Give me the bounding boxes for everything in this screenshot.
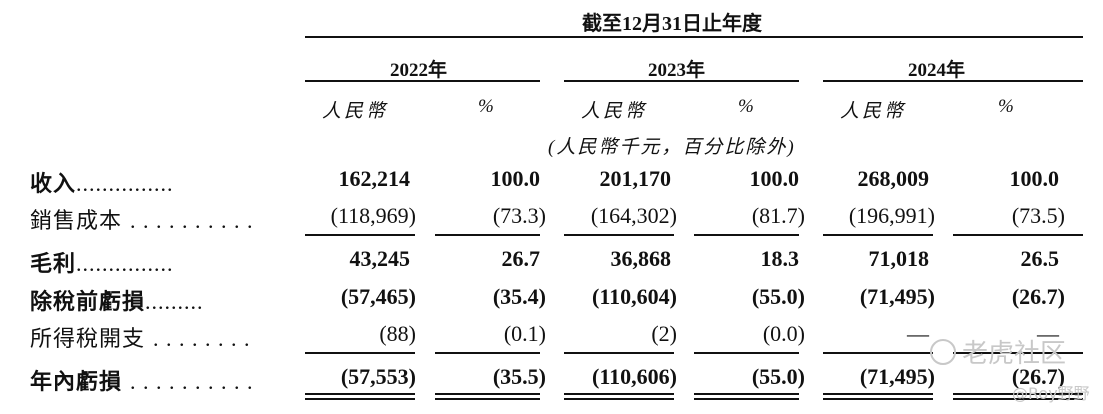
tax-2024-percent: — (1037, 321, 1059, 346)
loss-before-tax-2023-amount: (110,604) (592, 284, 677, 309)
leader-dots: . . . . . . . . . . (130, 208, 254, 233)
unit-note: (人民幣千元，百分比除外) (548, 137, 796, 158)
header-rule (305, 36, 1083, 38)
leader-dots: ............... (76, 251, 174, 276)
subtotal-rule (823, 352, 933, 354)
loss-before-tax-2023-percent: (55.0) (751, 284, 805, 309)
year-2023-rule (564, 80, 799, 82)
revenue-2024-percent: 100.0 (1009, 166, 1060, 191)
total-double-rule (823, 398, 933, 400)
loss-before-tax-2024-percent: (26.7) (1011, 284, 1065, 309)
leader-dots: . . . . . . . . . . (130, 369, 254, 394)
watermark-handle: @Roy野野 (1012, 384, 1090, 403)
revenue-2024-amount: 268,009 (857, 166, 930, 191)
row-label-income-tax: 所得稅開支 . . . . . . . . (30, 321, 251, 353)
tax-2022-amount: (88) (379, 321, 416, 346)
gross-profit-2022-amount: 43,245 (349, 246, 411, 271)
tax-2023-amount: (2) (651, 321, 677, 346)
row-label-text: 銷售成本 (30, 208, 123, 233)
revenue-2023-percent: 100.0 (749, 166, 800, 191)
watermark-logo-icon (930, 339, 956, 365)
row-label-text: 所得稅開支 (30, 326, 146, 351)
row-label-revenue: 收入............... (30, 166, 174, 198)
year-2023-header: 2023年 (648, 60, 706, 81)
tax-2022-percent: (0.1) (503, 321, 546, 346)
cost-2022-percent: (73.3) (492, 203, 546, 228)
currency-label-2023: 人民幣 (581, 101, 648, 122)
loss-before-tax-2024-amount: (71,495) (859, 284, 935, 309)
year-2024-rule (823, 80, 1083, 82)
row-label-text: 收入 (30, 171, 77, 196)
subtotal-rule (694, 234, 799, 236)
loss-before-tax-2022-percent: (35.4) (492, 284, 546, 309)
period-header: 截至12月31日止年度 (582, 13, 762, 35)
gross-profit-2024-percent: 26.5 (1020, 246, 1060, 271)
tax-2024-amount: — (907, 321, 929, 346)
subtotal-rule (305, 234, 415, 236)
tax-2023-percent: (0.0) (762, 321, 805, 346)
loss-for-year-2024-amount: (71,495) (859, 364, 935, 389)
loss-for-year-2024-percent: (26.7) (1011, 364, 1065, 389)
gross-profit-2022-percent: 26.7 (501, 246, 541, 271)
watermark-text: 老虎社区 (962, 339, 1067, 369)
total-double-rule (953, 393, 1083, 395)
row-label-text: 毛利 (30, 251, 77, 276)
loss-for-year-2022-percent: (35.5) (492, 364, 546, 389)
currency-label-2022: 人民幣 (322, 101, 389, 122)
row-label-loss-before-tax: 除稅前虧損......... (30, 284, 204, 316)
subtotal-rule (305, 352, 415, 354)
total-double-rule (953, 398, 1083, 400)
subtotal-rule (953, 352, 1083, 354)
watermark: 老虎社区 (930, 333, 1066, 370)
percent-label-2024: % (998, 96, 1017, 117)
year-2024-header: 2024年 (908, 60, 966, 81)
leader-dots: ............... (76, 171, 174, 196)
currency-label-2024: 人民幣 (840, 101, 907, 122)
percent-label-2022: % (478, 96, 497, 117)
total-double-rule (694, 398, 799, 400)
row-label-text: 年內虧損 (30, 369, 123, 394)
loss-for-year-2023-amount: (110,606) (592, 364, 677, 389)
subtotal-rule (435, 352, 540, 354)
total-double-rule (823, 393, 933, 395)
subtotal-rule (435, 234, 540, 236)
total-double-rule (564, 393, 674, 395)
year-2022-rule (305, 80, 540, 82)
cost-2023-amount: (164,302) (590, 203, 677, 228)
loss-before-tax-2022-amount: (57,465) (340, 284, 416, 309)
gross-profit-2024-amount: 71,018 (868, 246, 930, 271)
total-double-rule (305, 398, 415, 400)
subtotal-rule (694, 352, 799, 354)
subtotal-rule (564, 352, 674, 354)
total-double-rule (305, 393, 415, 395)
subtotal-rule (564, 234, 674, 236)
total-double-rule (435, 398, 540, 400)
row-label-text: 除稅前虧損 (30, 289, 146, 314)
total-double-rule (694, 393, 799, 395)
cost-2023-percent: (81.7) (751, 203, 805, 228)
leader-dots: . . . . . . . . (153, 326, 251, 351)
total-double-rule (435, 393, 540, 395)
cost-2024-amount: (196,991) (848, 203, 935, 228)
row-label-cost-of-sales: 銷售成本 . . . . . . . . . . (30, 203, 254, 235)
percent-label-2023: % (738, 96, 757, 117)
row-label-gross-profit: 毛利............... (30, 246, 174, 278)
year-2022-header: 2022年 (390, 60, 448, 81)
cost-2024-percent: (73.5) (1011, 203, 1065, 228)
cost-2022-amount: (118,969) (330, 203, 416, 228)
row-label-loss-for-year: 年內虧損 . . . . . . . . . . (30, 364, 254, 396)
revenue-2022-amount: 162,214 (338, 166, 411, 191)
leader-dots: ......... (145, 289, 204, 314)
subtotal-rule (823, 234, 933, 236)
loss-for-year-2023-percent: (55.0) (751, 364, 805, 389)
gross-profit-2023-percent: 18.3 (760, 246, 800, 271)
loss-for-year-2022-amount: (57,553) (340, 364, 416, 389)
total-double-rule (564, 398, 674, 400)
subtotal-rule (953, 234, 1083, 236)
revenue-2022-percent: 100.0 (490, 166, 541, 191)
gross-profit-2023-amount: 36,868 (610, 246, 672, 271)
revenue-2023-amount: 201,170 (599, 166, 672, 191)
